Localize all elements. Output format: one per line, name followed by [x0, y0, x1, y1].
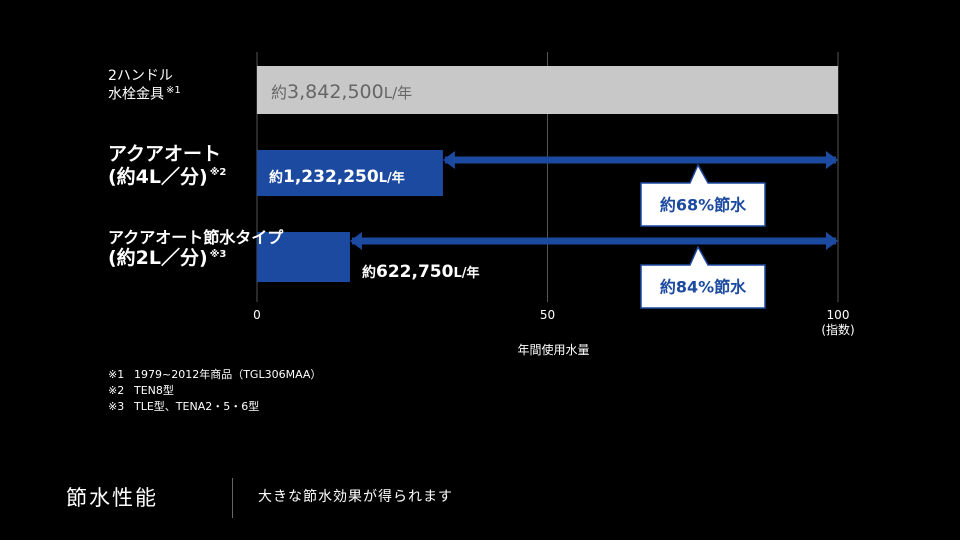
category-label-line: アクアオート: [108, 143, 222, 165]
data-label: 約1,232,250L/年: [269, 167, 405, 187]
category-label-two-handle: 2ハンドル 水栓金具 ※1: [108, 68, 181, 103]
x-axis-label: 年間使用水量: [517, 342, 589, 357]
category-label-aquaauto: アクアオート (約4L／分) ※2: [108, 143, 226, 189]
callout-text: 約84%節水: [660, 278, 747, 297]
x-tick-label: 50: [540, 308, 555, 322]
footnotes: ※1 1979~2012年商品（TGL306MAA） ※2 TEN8型 ※3 TLE型…: [108, 367, 321, 415]
footnote-text: TLE型、TENA2・5・6型: [134, 400, 260, 413]
savings-callout: 約68%節水: [640, 163, 766, 227]
footer-divider: [232, 478, 233, 518]
category-label-line: 水栓金具: [108, 86, 164, 103]
x-unit-label: (指数): [821, 322, 854, 337]
footnote-mark: ※2: [108, 384, 125, 397]
arrow-head-left: [349, 232, 362, 250]
footnote-mark: ※3: [108, 400, 125, 413]
section-title: 節水性能: [66, 486, 158, 510]
footnote-item: ※1 1979~2012年商品（TGL306MAA）: [108, 367, 321, 383]
section-subtitle: 大きな節水効果が得られます: [258, 489, 453, 505]
bar: [257, 232, 350, 282]
callout-box: [640, 245, 766, 309]
arrow-head-right: [826, 232, 838, 250]
bar: [257, 150, 443, 196]
category-label-line: 2ハンドル: [108, 68, 173, 84]
category-note: ※2: [209, 167, 227, 179]
section-footer: 節水性能 大きな節水効果が得られます: [0, 470, 960, 520]
category-label-line: (約4L／分): [108, 165, 208, 188]
arrow-head-left: [442, 151, 455, 169]
footnote-item: ※3 TLE型、TENA2・5・6型: [108, 399, 321, 415]
footnote-text: 1979~2012年商品（TGL306MAA）: [134, 368, 322, 381]
category-label-aquaauto-saving: アクアオート節水タイプ (約2L／分) ※3: [108, 228, 283, 270]
x-tick-label: 0: [253, 308, 261, 322]
data-label: 約3,842,500L/年: [271, 81, 412, 103]
callout-box: [640, 163, 766, 227]
category-note: ※1: [166, 84, 181, 96]
category-label-line: アクアオート節水タイプ: [108, 228, 284, 247]
data-label: 約622,750L/年: [362, 262, 479, 282]
callout-text: 約68%節水: [660, 196, 747, 215]
x-tick-label: 100: [827, 308, 850, 322]
bar: [257, 66, 838, 114]
footnote-item: ※2 TEN8型: [108, 383, 321, 399]
category-note: ※3: [209, 248, 227, 260]
savings-callout: 約84%節水: [640, 245, 766, 309]
footnote-text: TEN8型: [134, 384, 174, 397]
arrow-head-right: [826, 151, 838, 169]
footnote-mark: ※1: [108, 368, 125, 381]
category-label-line: (約2L／分): [108, 247, 208, 270]
